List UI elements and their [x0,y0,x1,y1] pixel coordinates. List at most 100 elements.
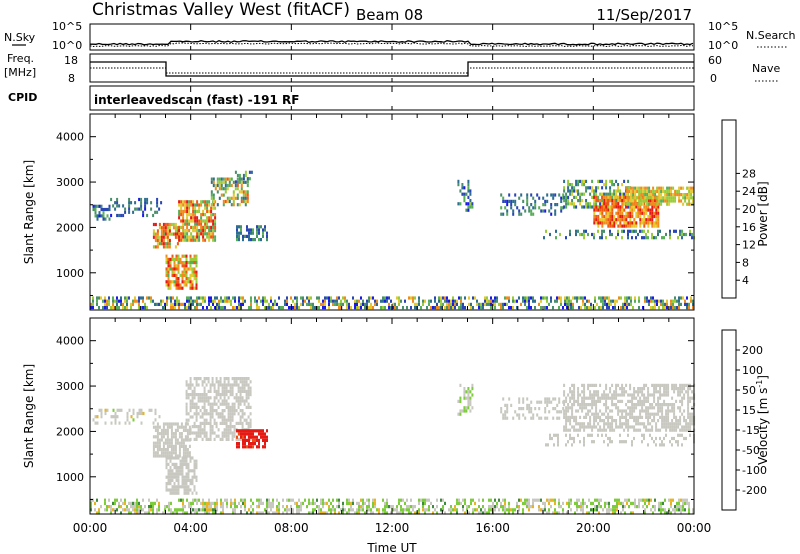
power-cells-cell [670,196,673,200]
vel-cells-cell [118,505,120,509]
vel-cells-cell [138,411,141,416]
power-cells-cell [657,229,659,233]
power-cells-cell [656,302,658,306]
power-cells-cell [544,199,547,203]
power-cells-cell [138,299,140,303]
vel-cells-cell [191,389,194,393]
power-cells-cell [232,306,234,310]
vel-cells-cell [618,501,620,505]
vel-cells-cell [595,393,598,397]
vel-cells-cell [217,415,220,419]
vel-cells-cell [609,387,612,391]
vel-cells-cell [239,421,242,425]
power-cells-cell [198,238,201,242]
vel-cells-cell [639,428,642,432]
vel-cells-cell [90,501,92,505]
vel-cells-cell [604,501,606,505]
power-cells-cell [638,199,641,203]
power-cells-cell [200,219,203,223]
vel-cells-cell [203,428,206,432]
power-cells-cell [242,199,245,204]
vel-cells-cell [605,383,608,387]
power-cells-cell [236,231,238,235]
vel-cells-cell [184,505,186,509]
power-cells-cell [208,225,211,229]
vel-cells-cell [241,399,244,403]
vel-cells-cell [171,456,174,460]
vel-cells-cell [591,403,594,407]
vel-cells-cell [221,402,224,406]
power-cells-cell [457,183,460,187]
vel-cells-cell [195,431,198,435]
vel-cells-cell [681,396,684,400]
power-cells-cell [376,299,378,303]
vel-cells-cell [132,505,134,509]
vel-cells-cell [648,498,650,502]
power-cells-cell [688,186,691,190]
vel-cells-cell [617,412,620,416]
vel-cells-cell [659,409,662,413]
power-cells-cell [171,254,174,258]
vel-cells-cell [136,511,138,515]
power-cells-cell [591,195,594,199]
power-cells-cell [593,218,596,222]
vel-cells-cell [152,501,154,505]
vel-cells-cell [596,508,598,512]
power-cells-cell [554,299,556,303]
power-cells-cell [226,177,229,181]
power-cells-cell [286,299,288,303]
vel-cells-cell [193,412,196,416]
power-cells-cell [621,229,623,233]
vel-cells-cell [408,508,410,512]
vel-cells-cell [567,428,570,432]
vel-cells-cell [152,511,154,515]
colorbar-frame [721,119,737,299]
vel-cells-cell [636,505,638,509]
power-cells-cell [274,299,276,303]
power-cells-cell [660,189,663,193]
vel-cells-cell [652,505,654,509]
power-cells-cell [374,299,376,303]
vel-cells-cell [171,485,174,489]
vel-cells-cell [233,396,236,400]
power-cells-cell [240,225,242,229]
power-cells-cell [186,216,189,220]
power-cells-cell [169,283,172,287]
vel-cells-cell [223,377,226,381]
vel-cells-cell [167,462,170,466]
power-cells-cell [164,242,167,246]
vel-cells-cell [212,511,214,515]
power-cells-cell [658,202,661,206]
vel-cells-cell [229,412,232,416]
vel-cells-cell [167,469,170,473]
power-cells-cell [560,199,563,203]
vel-cells-cell [234,508,236,512]
vel-cells-cell [645,396,648,400]
power-cells-cell [609,214,612,219]
power-cells-cell [528,296,530,300]
power-cells-cell [196,200,199,204]
power-cells-cell [122,213,125,218]
x-tick-label: 16:00 [475,521,510,535]
power-cells-cell [611,224,614,228]
power-cells-cell [518,196,521,200]
power-cells-cell [601,202,604,206]
vel-cells-cell [278,501,280,505]
vel-cells-cell [270,505,272,509]
power-cells-cell [607,202,610,206]
power-cells-cell [238,306,240,310]
vel-cells-cell [134,501,136,505]
power-cells-cell [194,203,197,207]
vel-cells-cell [609,390,612,394]
power-cells-cell [486,296,488,300]
vel-cells-cell [661,440,663,444]
power-cells-cell [526,306,528,310]
vel-cells-cell [635,422,638,426]
vel-cells-cell [601,428,604,432]
power-cells-cell [187,267,190,271]
vel-cells-cell [647,399,650,403]
vel-cells-cell [677,390,680,394]
vel-cells-cell [114,508,116,512]
vel-cells-cell [605,433,607,437]
vel-cells-cell [199,409,202,413]
